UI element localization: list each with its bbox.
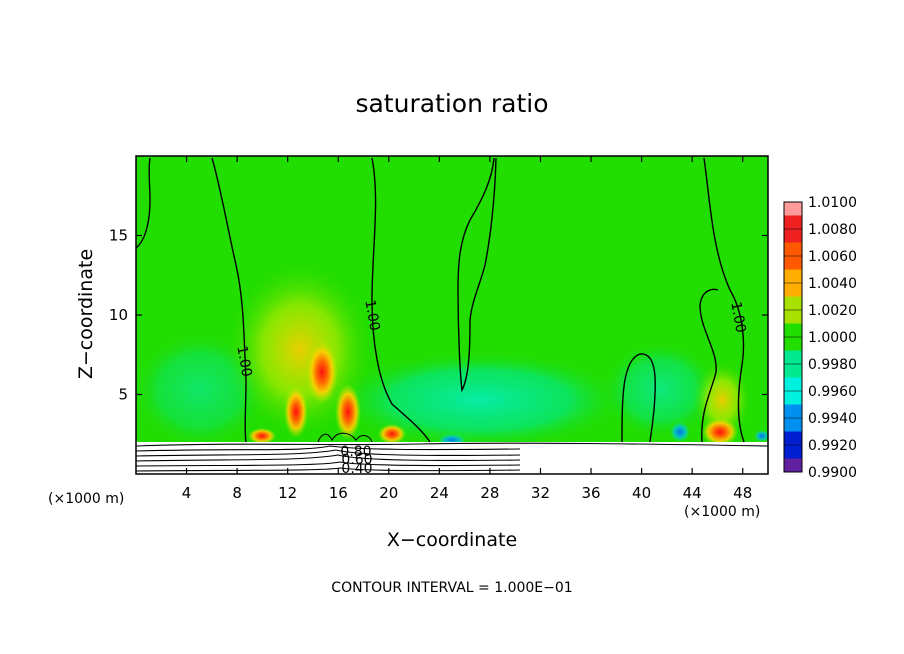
surface-bump [317,432,373,443]
colorbar-label: 1.0020 [808,303,857,319]
hotspot-3 [335,384,361,440]
x-ticks: 4 8 12 16 20 24 28 32 36 40 44 48 [182,156,752,502]
contour-label: 1.00 [361,299,382,332]
field-yellow-zone-right [692,360,752,440]
y-axis-label: Z−coordinate [75,249,97,379]
hotspot-5 [248,428,276,444]
contour-label: 0.60 [341,452,372,468]
colorbar-label: 0.9940 [808,411,857,427]
contour-label: 0.80 [340,444,371,460]
x-tick-label: 36 [581,484,600,502]
colorbar-swatch [784,458,802,472]
contour-center [371,157,431,443]
colorbar-label: 1.0000 [808,330,857,346]
colorbar-label: 0.9900 [808,465,857,481]
colorbar-label: 1.0080 [808,222,857,238]
contour-lines [136,157,745,443]
surface-line-4 [136,454,521,462]
blue-spot-2 [670,422,690,442]
x-axis-label: X−coordinate [387,529,517,551]
contour-interval-note: CONTOUR INTERVAL = 1.000E−01 [331,580,572,596]
plot-area [136,156,768,474]
surface-line-5 [136,461,521,467]
x-tick-label: 28 [480,484,499,502]
hotspot-1 [306,340,338,404]
surface-line-1 [136,442,768,447]
x-tick-label: 24 [430,484,449,502]
surface-line-3 [136,449,521,457]
blue-spot-3 [754,430,768,442]
contour-label: 0.40 [341,461,372,477]
x-tick-label: 4 [182,484,192,502]
colorbar-swatch [784,202,802,217]
contour-labels: 1.00 1.00 1.00 0.80 0.60 0.40 [233,299,748,477]
contour-left [136,157,151,249]
x-tick-label: 12 [278,484,297,502]
contour-tall [211,157,247,443]
x-tick-label: 16 [329,484,348,502]
x-tick-label: 44 [683,484,702,502]
surface-line-2 [136,445,521,452]
x-tick-label: 20 [379,484,398,502]
field-cyan-zone-center [330,350,630,450]
colorbar-label: 0.9980 [808,357,857,373]
y-tick-label: 15 [109,227,128,245]
colorbar-label: 1.0100 [808,195,857,211]
colorbar: 1.0100 1.0080 1.0060 1.0040 1.0020 1.0000 0.99… [783,195,857,481]
hotspot-4 [378,424,406,444]
contour-right-a [703,157,745,443]
hotspot-2 [284,386,308,438]
colorbar-label: 1.0040 [808,276,857,292]
y-tick-label: 10 [109,306,128,324]
surface-layer [136,442,768,474]
y-ticks: 5 10 15 [109,227,768,404]
x-multiplier-right: (×1000 m) [684,504,760,520]
field-yellow-zone [225,260,375,440]
surface-line-6 [136,467,521,472]
contour-label: 1.00 [233,345,254,378]
surface-contours [136,432,768,472]
colorbar-label: 1.0060 [808,249,857,265]
x-multiplier-left: (×1000 m) [48,491,124,507]
x-tick-label: 8 [232,484,242,502]
contour-right-b [699,288,719,443]
chart-title: saturation ratio [355,89,548,118]
contour-tongue [457,157,497,393]
contour-lens [621,353,656,443]
colorbar-label: 0.9960 [808,384,857,400]
x-tick-label: 40 [632,484,651,502]
hotspot-6 [702,418,738,446]
y-tick-label: 5 [118,386,128,404]
contour-label: 1.00 [727,301,748,334]
x-tick-label: 32 [531,484,550,502]
colorbar-label: 0.9920 [808,438,857,454]
x-tick-label: 48 [733,484,752,502]
